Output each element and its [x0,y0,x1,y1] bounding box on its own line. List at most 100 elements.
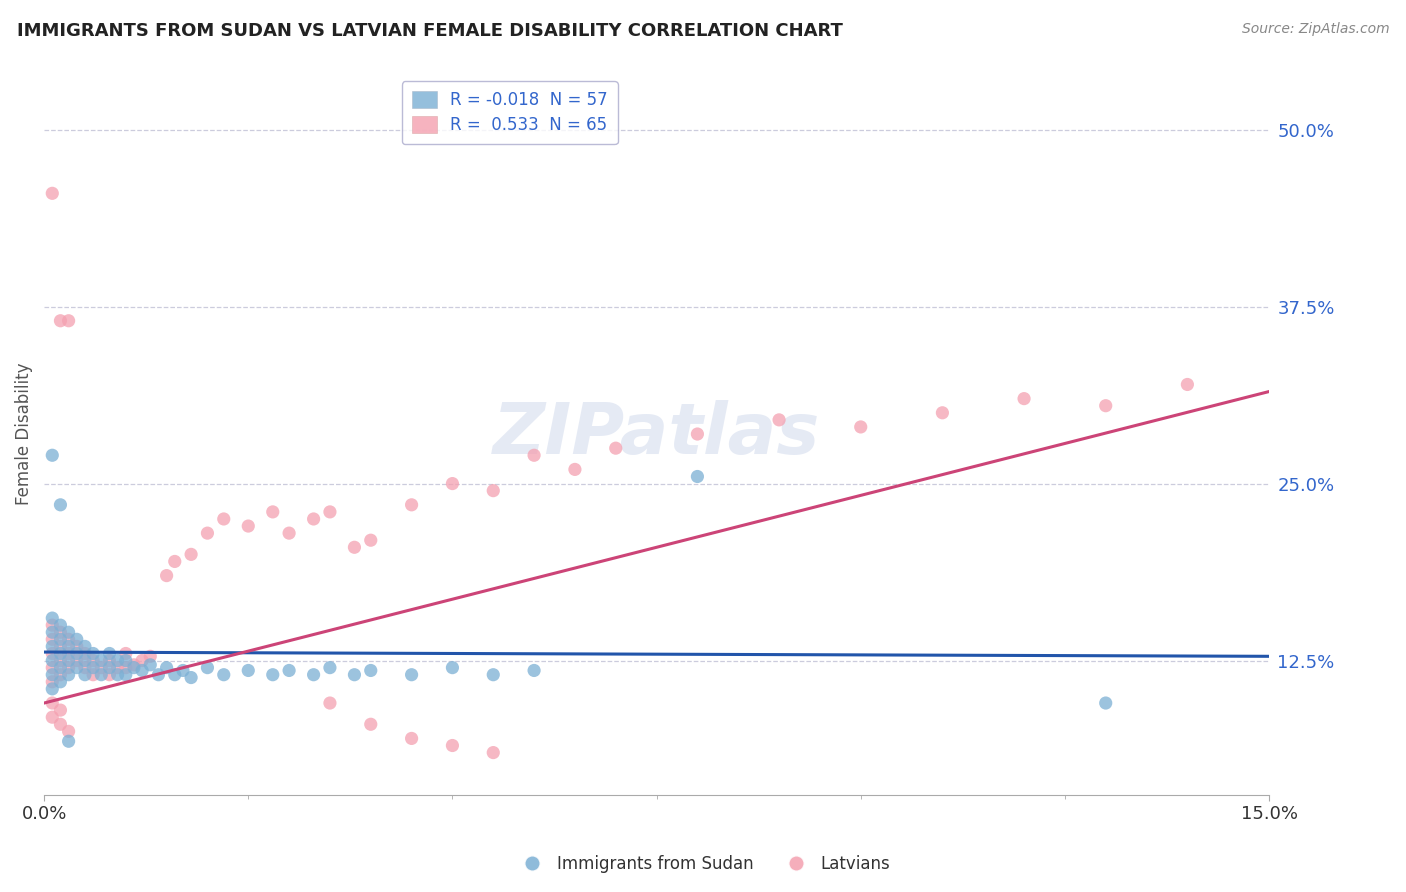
Point [238,664,260,678]
Point [343,667,366,681]
Point [66,640,89,654]
Point [49,314,72,328]
Point [49,703,72,717]
Point [849,420,872,434]
Point [41,667,63,681]
Point [319,696,342,710]
Point [302,667,325,681]
Point [931,406,953,420]
Point [114,647,136,661]
Point [98,660,121,674]
Point [66,654,89,668]
Point [401,498,423,512]
Point [107,654,129,668]
Point [98,667,121,681]
Point [58,660,80,674]
Point [90,660,112,674]
Point [73,640,96,654]
Point [41,186,63,201]
Point [212,512,235,526]
Point [41,681,63,696]
Point [343,541,366,555]
Point [238,519,260,533]
Point [139,649,162,664]
Point [49,667,72,681]
Point [441,476,464,491]
Point [155,660,177,674]
Point [82,647,104,661]
Point [82,667,104,681]
Point [58,314,80,328]
Point [114,667,136,681]
Point [302,512,325,526]
Point [262,505,284,519]
Point [49,625,72,640]
Point [114,660,136,674]
Point [58,734,80,748]
Point [58,647,80,661]
Point [131,664,153,678]
Point [212,667,235,681]
Point [360,717,382,731]
Text: ZIPatlas: ZIPatlas [494,400,820,468]
Point [1094,696,1116,710]
Point [41,448,63,462]
Point [180,547,202,561]
Point [49,717,72,731]
Point [49,654,72,668]
Point [41,632,63,647]
Point [686,469,709,483]
Point [155,568,177,582]
Point [41,640,63,654]
Point [58,667,80,681]
Point [73,654,96,668]
Y-axis label: Female Disability: Female Disability [15,363,32,505]
Point [49,632,72,647]
Point [82,654,104,668]
Point [482,667,505,681]
Point [163,667,186,681]
Point [360,664,382,678]
Point [58,654,80,668]
Point [197,660,219,674]
Point [66,632,89,647]
Point [49,618,72,632]
Point [172,664,194,678]
Point [441,660,464,674]
Point [98,654,121,668]
Point [319,505,342,519]
Point [49,647,72,661]
Point [41,674,63,689]
Point [564,462,586,476]
Point [58,625,80,640]
Point [122,657,145,672]
Point [107,667,129,681]
Point [66,660,89,674]
Point [131,654,153,668]
Point [66,647,89,661]
Point [49,640,72,654]
Point [114,654,136,668]
Point [41,660,63,674]
Point [139,657,162,672]
Point [73,660,96,674]
Point [90,654,112,668]
Text: Source: ZipAtlas.com: Source: ZipAtlas.com [1241,22,1389,37]
Point [82,660,104,674]
Point [523,448,546,462]
Point [401,731,423,746]
Point [41,618,63,632]
Point [605,441,627,455]
Point [180,671,202,685]
Point [441,739,464,753]
Point [58,632,80,647]
Point [523,664,546,678]
Point [73,647,96,661]
Point [768,413,790,427]
Point [41,654,63,668]
Point [49,660,72,674]
Point [686,427,709,442]
Point [41,696,63,710]
Point [1094,399,1116,413]
Point [1012,392,1035,406]
